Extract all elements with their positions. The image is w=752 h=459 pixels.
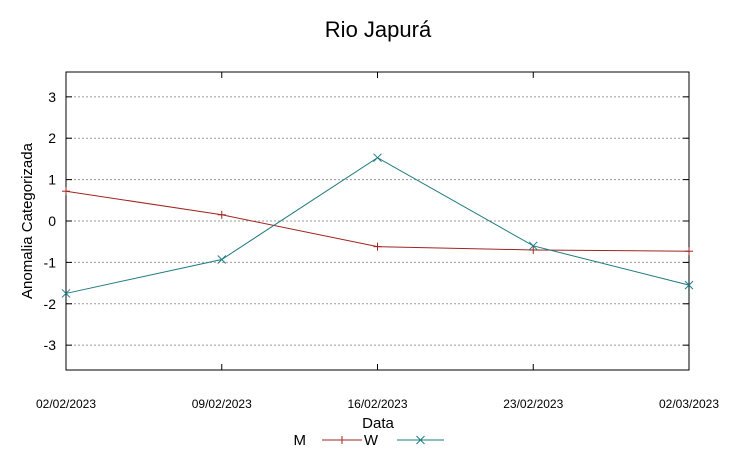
x-tick-label: 23/02/2023 xyxy=(503,397,563,411)
y-tick-label: 2 xyxy=(48,130,56,146)
series-m xyxy=(62,187,693,256)
x-tick-label: 09/02/2023 xyxy=(192,397,252,411)
legend-label-m: M xyxy=(294,432,307,449)
chart-title: Rio Japurá xyxy=(325,17,432,42)
y-axis-ticks: -3 -2 -1 0 1 2 3 xyxy=(44,89,689,353)
legend-label-w: W xyxy=(364,432,379,449)
series-w-point xyxy=(217,255,227,264)
legend-marker-w xyxy=(416,435,425,445)
x-tick-label: 16/02/2023 xyxy=(347,397,407,411)
x-tick-label: 02/03/2023 xyxy=(659,397,719,411)
y-tick-label: -1 xyxy=(44,254,57,270)
grid-lines xyxy=(66,96,689,346)
series-w-point xyxy=(373,153,382,163)
x-tick-label: 02/02/2023 xyxy=(36,397,96,411)
series-w-point xyxy=(61,289,71,298)
series-w-line xyxy=(65,157,690,294)
series-layer xyxy=(61,153,694,298)
y-tick-label: 3 xyxy=(48,89,56,105)
y-tick-label: 0 xyxy=(48,213,56,229)
series-w-point xyxy=(528,241,538,251)
y-tick-label: -2 xyxy=(44,296,57,312)
series-w-point xyxy=(684,280,694,290)
y-tick-label: 1 xyxy=(48,172,56,188)
series-w xyxy=(61,153,694,298)
y-tick-label: -3 xyxy=(44,337,57,353)
y-axis-label: Anomalia Categorizada xyxy=(19,142,36,299)
x-axis-label: Data xyxy=(362,415,394,432)
x-axis-ticks: 02/02/2023 09/02/2023 16/02/2023 23/02/2023… xyxy=(36,72,719,411)
